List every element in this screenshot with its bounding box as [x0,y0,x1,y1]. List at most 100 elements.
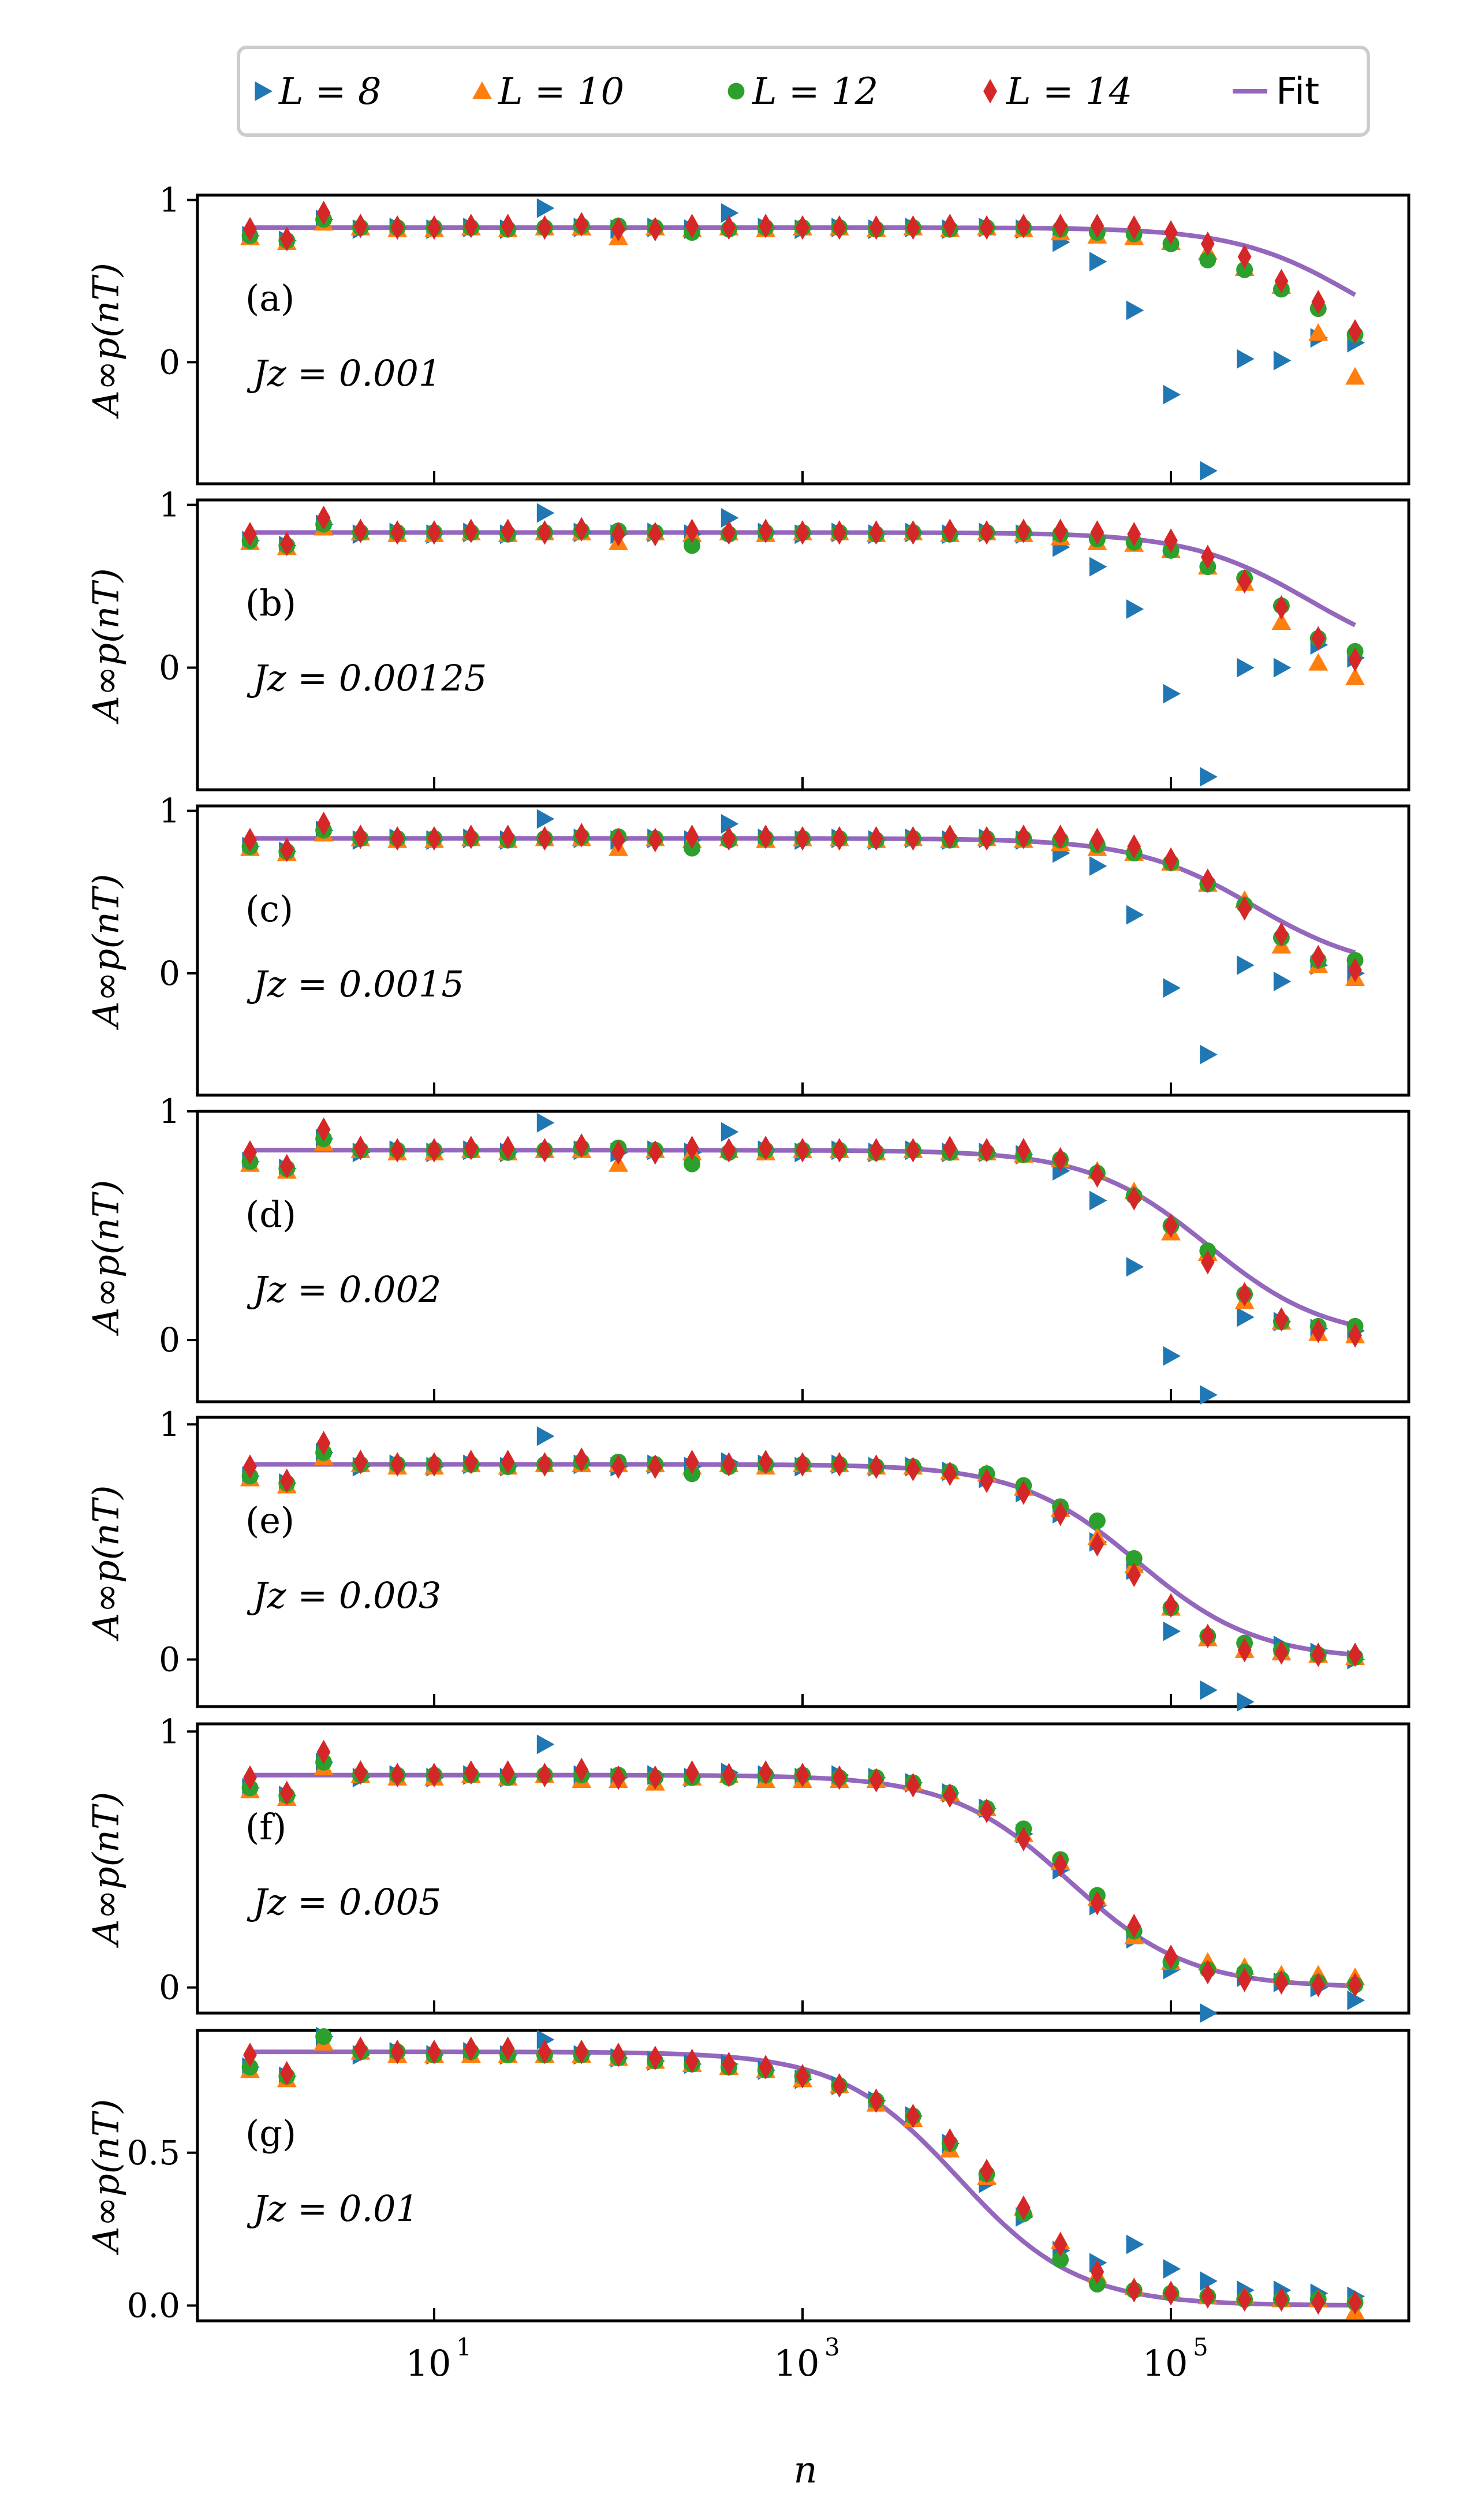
data-point [685,518,699,543]
data-point [1348,1972,1362,1998]
data-point [1311,626,1326,651]
data-point [648,216,662,242]
data-point [796,2064,809,2089]
data-point [943,1461,957,1487]
data-point [243,521,257,547]
data-point [832,1452,846,1477]
data-point [243,1454,257,1479]
data-point [1053,1501,1068,1526]
data-point [684,537,701,554]
data-point [574,1447,589,1472]
data-point [1127,1562,1141,1588]
data-point [1127,521,1141,547]
data-point [1274,1970,1289,1995]
data-point [685,1450,699,1474]
data-point [574,1757,589,1783]
data-point [538,1452,552,1477]
data-point [648,521,662,547]
y-axis-label: A∞p(nT) [85,263,127,419]
y-axis-label: A∞p(nT) [85,568,127,725]
data-point [906,2104,920,2129]
data-point [279,1780,294,1805]
data-point [1273,350,1292,371]
panel-d: 0 1 A∞p(nT) (d) Jz = 0.002 [85,1092,1411,1405]
data-point [722,2051,736,2077]
data-point [1200,1959,1215,1985]
series-L14 [243,505,1362,672]
data-point [536,2029,555,2049]
data-point [536,1426,555,1446]
x-axis-tick-labels: 10 1 10 3 10 5 [406,2333,1208,2384]
legend-label-2: L = 10 [498,70,624,113]
data-point [1163,1346,1181,1366]
data-point [759,1760,773,1785]
data-point [316,1117,331,1142]
data-point [1053,824,1068,849]
data-point [501,824,515,849]
data-point [1236,261,1253,278]
data-point [1164,2281,1178,2306]
panel-label: (a) [245,277,294,319]
data-point [1164,1944,1178,1969]
y-tick-label: 0 [159,342,180,382]
data-point [538,1763,552,1787]
data-point [1090,214,1104,238]
panel-label: (e) [245,1499,294,1541]
data-point [1311,1318,1326,1343]
data-point [316,1739,331,1765]
panel-a: 0 1 A∞p(nT) (a) Jz = 0.001 [85,180,1411,486]
y-tick-label: 1 [159,791,180,830]
data-point [1347,1990,1365,2010]
data-point [1016,1480,1031,1505]
data-point [1089,557,1107,577]
data-point [1053,518,1068,543]
legend: L = 8 L = 10 L = 12 L = 14 Fit [237,46,1370,137]
x-tick-exponent: 1 [456,2333,472,2361]
data-point [980,520,994,545]
data-point [1200,2003,1218,2023]
data-point [1089,252,1107,272]
data-point [390,520,405,545]
data-point [611,1140,625,1165]
data-point [980,1468,994,1494]
data-point [1308,653,1329,671]
data-point [685,214,699,238]
data-point [1090,1891,1104,1916]
data-point [464,1760,478,1785]
data-point [501,2036,515,2062]
data-point [759,518,773,543]
data-point [611,1765,625,1790]
data-point [1237,569,1252,594]
data-point [1089,856,1107,876]
data-point [1164,528,1178,553]
data-point [1016,214,1031,238]
data-point [722,1763,736,1787]
data-point [427,1138,441,1163]
data-point [353,1136,368,1160]
data-point [611,2043,625,2067]
data-point [722,520,736,545]
data-point [796,1763,809,1787]
data-point [943,214,957,238]
data-point [1200,1250,1215,1275]
data-point [243,1765,257,1790]
data-point [1200,1680,1218,1700]
data-point [906,1773,920,1798]
x-tick-exponent: 3 [824,2333,840,2361]
data-point [1200,1385,1218,1405]
data-point [1125,1550,1143,1567]
data-point [832,1765,846,1790]
legend-label-3: L = 12 [752,70,878,113]
data-point [1273,658,1292,678]
legend-label-1: L = 8 [278,70,382,113]
data-point [832,1138,846,1163]
y-tick-label: 0 [159,1320,180,1360]
data-point [1164,847,1178,872]
data-point [1016,1138,1031,1163]
data-point [427,2039,441,2064]
data-point [279,531,294,557]
data-point [390,1452,405,1477]
data-point [501,1136,515,1160]
series-L14 [243,1431,1362,1667]
